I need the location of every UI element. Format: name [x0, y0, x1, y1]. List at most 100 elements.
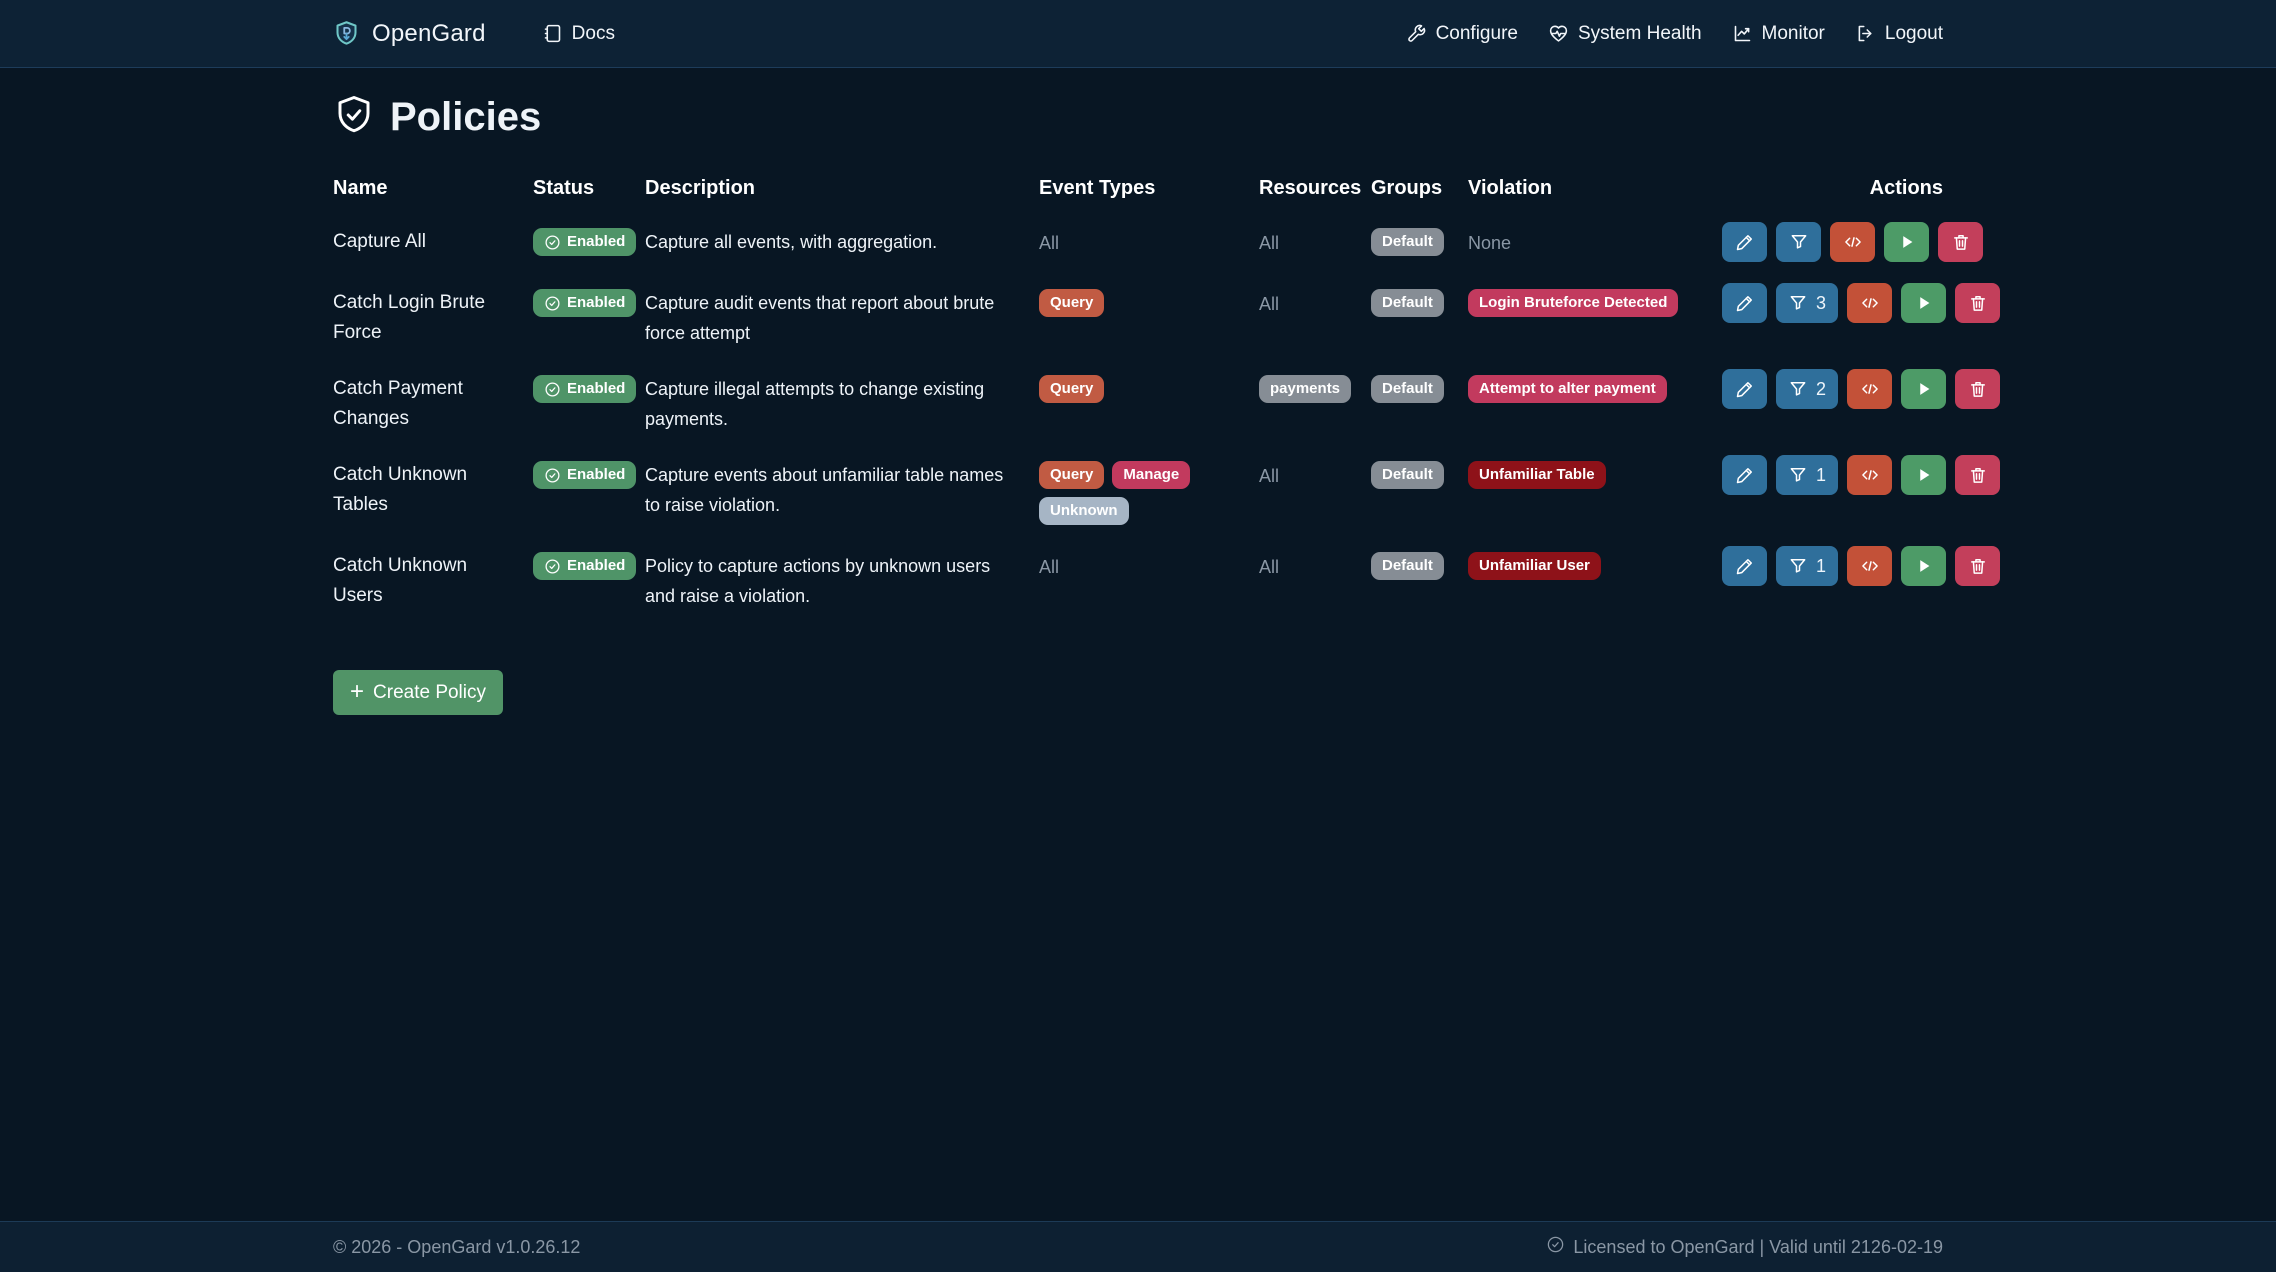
edit-policy-button[interactable] [1722, 283, 1767, 323]
page-title: Policies [333, 94, 1943, 141]
groups-cell: Default [1371, 374, 1468, 403]
actions-cell: 1 [1722, 455, 2001, 495]
group-badge: Default [1371, 461, 1444, 489]
trash-icon [1953, 235, 1968, 250]
nav-link-label: Monitor [1761, 22, 1825, 44]
delete-policy-button[interactable] [1955, 283, 2001, 323]
status-cell: Enabled [533, 551, 645, 580]
run-policy-button[interactable] [1901, 283, 1947, 323]
status-cell: Enabled [533, 460, 645, 489]
column-header-resources: Resources [1259, 177, 1362, 199]
status-badge-label: Enabled [567, 557, 626, 574]
filter-policy-button[interactable]: 2 [1776, 369, 1839, 409]
violation-badge: Unfamiliar Table [1468, 461, 1606, 489]
code-policy-button[interactable] [1847, 283, 1893, 323]
violation-badge: Unfamiliar User [1468, 552, 1601, 580]
table-row: Capture All Enabled Capture all events, … [333, 214, 1983, 275]
status-badge-label: Enabled [567, 294, 626, 311]
copyright-text: © 2026 - OpenGard v1.0.26.12 [333, 1236, 581, 1257]
heart-pulse-icon [1548, 23, 1569, 44]
resources-cell: All [1259, 227, 1371, 258]
groups-cell: Default [1371, 227, 1468, 256]
code-icon [1861, 470, 1878, 480]
pencil-icon [1736, 382, 1752, 398]
policy-name: Catch Payment Changes [333, 378, 463, 429]
nav-link-label: Logout [1884, 22, 1943, 44]
license-text: Licensed to OpenGard | Valid until 2126-… [1546, 1235, 1943, 1259]
trash-icon [1970, 382, 1985, 397]
delete-policy-button[interactable] [1955, 455, 2001, 495]
play-icon [1919, 469, 1929, 481]
actions-cell: 2 [1722, 369, 2001, 409]
create-policy-button[interactable]: + Create Policy [333, 670, 504, 715]
actions-cell [1722, 222, 1983, 262]
column-header-violation: Violation [1468, 177, 1553, 199]
check-circle-icon [545, 467, 560, 483]
delete-policy-button[interactable] [1938, 222, 1983, 262]
edit-policy-button[interactable] [1722, 546, 1767, 586]
cell-text: All [1259, 557, 1280, 577]
table-row: Catch Payment Changes Enabled Capture il… [333, 361, 2001, 447]
column-header-status: Status [533, 177, 595, 199]
brand-link[interactable]: OpenGard [333, 20, 486, 48]
edit-policy-button[interactable] [1722, 455, 1767, 495]
violation-cell: Attempt to alter payment [1468, 374, 1722, 403]
status-cell: Enabled [533, 374, 645, 403]
column-header-groups: Groups [1371, 177, 1443, 199]
edit-policy-button[interactable] [1722, 369, 1767, 409]
run-policy-button[interactable] [1901, 369, 1947, 409]
play-icon [1919, 560, 1929, 572]
filter-count: 1 [1816, 555, 1827, 576]
filter-policy-button[interactable]: 1 [1776, 546, 1839, 586]
nav-link-system-health[interactable]: System Health [1548, 23, 1702, 45]
shield-logo-icon [333, 20, 360, 47]
funnel-icon [1791, 235, 1806, 249]
play-icon [1919, 297, 1929, 309]
code-policy-button[interactable] [1847, 369, 1893, 409]
nav-link-logout[interactable]: Logout [1855, 23, 1943, 45]
event-type-badge: Query [1039, 461, 1105, 489]
group-badge: Default [1371, 289, 1444, 317]
event-types-cell: Query [1039, 374, 1259, 403]
resources-cell: All [1259, 551, 1371, 582]
code-policy-button[interactable] [1847, 546, 1893, 586]
code-policy-button[interactable] [1830, 222, 1875, 262]
run-policy-button[interactable] [1901, 455, 1947, 495]
nav-link-configure[interactable]: Configure [1406, 23, 1518, 45]
filter-policy-button[interactable]: 1 [1776, 455, 1839, 495]
pencil-icon [1736, 468, 1752, 484]
event-type-badge: Manage [1112, 461, 1191, 489]
nav-link-label: Docs [571, 22, 615, 44]
event-type-badge: Unknown [1039, 497, 1129, 525]
delete-policy-button[interactable] [1955, 369, 2001, 409]
table-row: Catch Unknown Tables Enabled Capture eve… [333, 447, 2001, 538]
nav-link-docs[interactable]: Docs [542, 23, 615, 45]
brand-name: OpenGard [372, 19, 486, 47]
violation-cell: Unfamiliar Table [1468, 460, 1722, 489]
top-navbar: OpenGard Docs Configure [0, 0, 2276, 68]
run-policy-button[interactable] [1884, 222, 1929, 262]
check-circle-icon [545, 381, 560, 397]
nav-link-monitor[interactable]: Monitor [1732, 23, 1825, 45]
code-icon [1861, 298, 1878, 308]
run-policy-button[interactable] [1901, 546, 1947, 586]
edit-policy-button[interactable] [1722, 222, 1767, 262]
event-types-cell: Query [1039, 288, 1259, 317]
delete-policy-button[interactable] [1955, 546, 2001, 586]
funnel-icon [1790, 382, 1806, 396]
plus-icon: + [350, 677, 365, 705]
page-title-text: Policies [390, 95, 542, 139]
status-cell: Enabled [533, 288, 645, 317]
play-icon [1919, 383, 1929, 395]
filter-count: 3 [1816, 292, 1827, 313]
trash-icon [1970, 468, 1985, 483]
check-circle-icon [545, 558, 560, 574]
resource-badge: payments [1259, 375, 1352, 403]
event-types-cell: All [1039, 551, 1259, 582]
code-policy-button[interactable] [1847, 455, 1893, 495]
filter-policy-button[interactable]: 3 [1776, 283, 1839, 323]
violation-badge: Login Bruteforce Detected [1468, 289, 1679, 317]
status-badge-label: Enabled [567, 233, 626, 250]
filter-policy-button[interactable] [1776, 222, 1821, 262]
column-header-actions: Actions [1869, 177, 1943, 199]
